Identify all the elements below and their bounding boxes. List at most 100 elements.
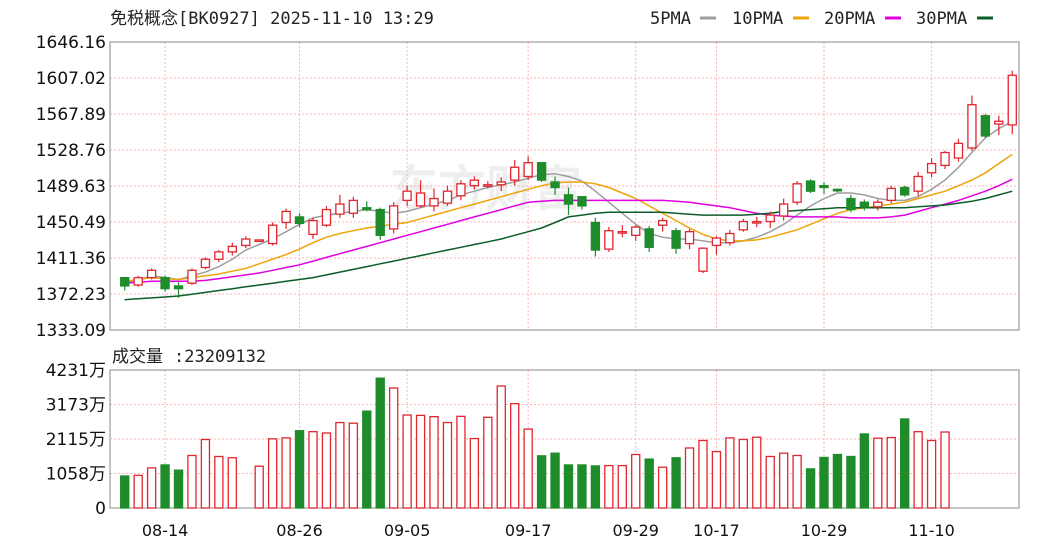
candle [483,181,493,189]
volume-bar [214,455,224,509]
candle [469,176,480,190]
volume-bar [254,465,264,509]
price-tick-label: 1411.36 [36,249,106,269]
candle [859,199,870,211]
volume-bar [805,468,816,509]
candle-body [792,183,802,203]
candle [523,156,533,181]
candle [765,211,775,228]
candle-body [832,188,843,192]
volume-bar [550,452,560,509]
candle [846,194,856,213]
candle [214,250,224,263]
candle-body [967,104,977,149]
candle [442,185,453,206]
volume-bar [375,377,385,509]
candle-body [496,181,506,186]
candle-body [698,247,708,272]
candle [294,213,305,228]
candle [335,194,345,218]
candle-body [294,216,305,225]
volume-bar [227,457,237,509]
volume-bar [832,453,843,509]
price-tick-label: 1528.76 [36,141,106,161]
candle-body [805,180,816,192]
candle [200,257,211,270]
candle-body [456,183,466,197]
candle [1007,70,1017,135]
candle [254,239,264,243]
volume-value: :23209132 [174,347,266,367]
candle [953,138,964,162]
volume-bar [859,433,870,509]
grid [110,42,1019,508]
candle [120,276,130,291]
volume-bar [483,416,493,509]
price-tick-label: 1489.63 [36,177,106,197]
candle [348,196,359,218]
volume-bar [940,431,950,509]
legend-20pma-label: 20PMA [824,9,875,29]
candle [711,236,722,255]
candle [510,159,520,186]
volume-bar [133,474,143,509]
candle-body [577,196,587,207]
volume-bar [900,418,910,509]
candle-body [550,181,560,189]
volume-bar [456,415,466,509]
candles [120,70,1017,298]
volume-bar [778,452,789,509]
candle-body [752,220,762,224]
candle [657,217,668,232]
candle-body [819,185,829,189]
candle-body [657,219,668,226]
candle-body [604,230,614,250]
candle-body [510,166,520,181]
candle-body [214,251,224,260]
candle-body [765,214,775,223]
candle-body [469,179,480,187]
candle [536,162,547,182]
candle-body [913,175,923,192]
chart-title: 免税概念[BK0927] 2025-11-10 13:29 [110,8,434,29]
date-axis: 08-14 08-26 09-05 09-17 09-29 10-17 10-29 11-10 [142,521,955,540]
candle [752,216,762,228]
candle-body [873,201,883,208]
candle [146,268,157,280]
volume-bar [187,454,197,509]
candle-body [778,203,789,217]
volume-bar [671,457,681,509]
volume-bar [684,447,695,509]
candle-body [671,230,681,249]
candle-body [563,194,574,205]
candle [886,185,896,204]
volume-bar [429,416,439,509]
candle [241,236,251,249]
candle-body [980,115,991,137]
candle-body [254,239,264,243]
candle-body [160,276,170,290]
candle [267,222,278,246]
volume-bar [281,437,291,509]
volume-bar [913,431,923,509]
volume-bar [120,475,130,509]
price-tick-label: 1333.09 [36,321,106,341]
candle [980,113,991,138]
volume-bar [644,458,654,509]
candle [940,150,950,170]
volume-tick-label: 4231万 [46,361,106,381]
price-tick-label: 1450.49 [36,213,106,233]
volume-bar [657,466,668,509]
candle [913,171,923,196]
candle [698,247,708,274]
candle-body [133,276,143,286]
candle [496,177,506,192]
volume-bar [590,465,601,509]
volume-bar [146,467,157,509]
candle-body [953,142,964,159]
candle [563,187,574,216]
candle-body [335,203,345,215]
volume-tick-label: 0 [95,499,106,519]
volume-bar [926,439,937,509]
